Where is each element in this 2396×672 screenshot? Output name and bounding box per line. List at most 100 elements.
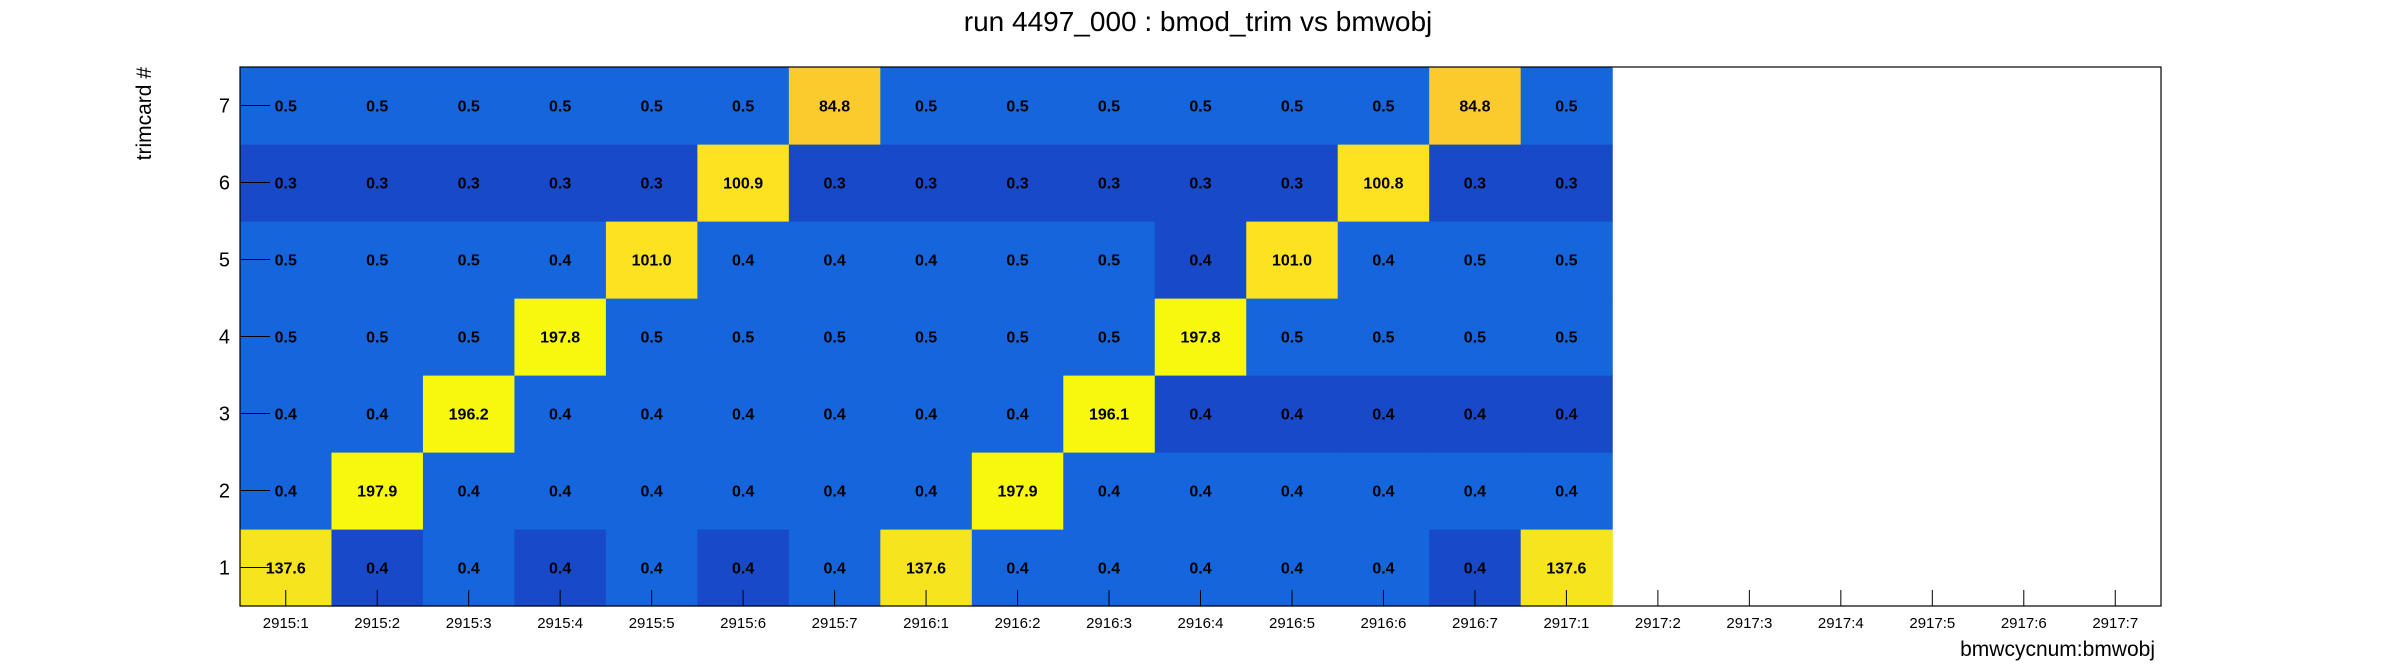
cell-value-label: 0.5 <box>1006 99 1028 116</box>
x-tick-label: 2915:2 <box>354 615 400 632</box>
cell-value-label: 0.4 <box>1555 407 1577 424</box>
y-tick-label: 1 <box>219 558 230 580</box>
heatmap-cell <box>422 375 516 453</box>
cell-value-label: 84.8 <box>819 99 850 116</box>
heatmap-cell <box>1246 144 1339 222</box>
cell-value-label: 100.8 <box>1363 176 1403 193</box>
cell-value-label: 0.4 <box>458 484 480 501</box>
heatmap-cell <box>1429 375 1522 453</box>
heatmap-cell <box>331 298 424 376</box>
heatmap-cell <box>422 144 516 222</box>
heatmap-cell <box>1337 452 1430 530</box>
cell-value-label: 0.5 <box>366 253 388 270</box>
heatmap-cell <box>605 375 698 453</box>
y-axis-ticks: 1 2 3 4 5 6 7 <box>219 96 270 580</box>
heatmap-cell <box>971 221 1064 299</box>
cell-value-label: 0.5 <box>549 99 571 116</box>
heatmap-cell <box>422 452 516 530</box>
heatmap-cell <box>788 144 881 222</box>
cell-value-label: 0.4 <box>1464 561 1486 578</box>
heatmap-cell <box>1246 67 1339 145</box>
cell-value-label: 0.4 <box>1464 484 1486 501</box>
heatmap-cell <box>1063 375 1156 453</box>
heatmap-cell <box>880 221 973 299</box>
x-axis-label: bmwcycnum:bmwobj <box>1960 638 2155 661</box>
cell-value-label: 0.5 <box>366 330 388 347</box>
heatmap-cell <box>697 67 790 145</box>
y-tick-label: 5 <box>219 250 230 272</box>
cell-value-label: 0.3 <box>1098 176 1120 193</box>
heatmap-cell <box>697 298 790 376</box>
cell-value-label: 0.5 <box>1372 330 1394 347</box>
x-tick-label: 2916:2 <box>995 615 1041 632</box>
cell-value-label: 0.3 <box>1464 176 1486 193</box>
heatmap-cell <box>1246 221 1339 299</box>
heatmap-cell <box>880 144 973 222</box>
heatmap-cell <box>1154 375 1247 453</box>
y-tick-label: 3 <box>219 404 230 426</box>
x-tick-label: 2915:5 <box>629 615 675 632</box>
heatmap-cell <box>1429 221 1522 299</box>
cell-value-label: 0.4 <box>1189 253 1211 270</box>
cell-value-label: 0.4 <box>549 253 571 270</box>
cell-value-label: 0.3 <box>1555 176 1577 193</box>
y-axis-label: trimcard # <box>133 67 156 161</box>
cell-value-label: 197.8 <box>540 330 580 347</box>
cell-value-label: 0.3 <box>641 176 663 193</box>
x-tick-label: 2915:6 <box>720 615 766 632</box>
heatmap-cell <box>1246 452 1339 530</box>
cell-value-labels: 137.6 0.4 0.4 0.4 0.4 0.4 0.4 137.6 0.4 0.4 0.4 0.4… <box>266 99 1587 578</box>
cell-value-label: 0.5 <box>1098 99 1120 116</box>
cell-value-label: 0.5 <box>915 330 937 347</box>
heatmap-cell <box>880 298 973 376</box>
heatmap-cell <box>331 67 424 145</box>
cell-value-label: 0.4 <box>732 561 754 578</box>
cell-value-label: 0.4 <box>549 484 571 501</box>
cell-value-label: 0.3 <box>1281 176 1303 193</box>
cell-value-label: 0.4 <box>1006 407 1028 424</box>
heatmap-cell <box>605 452 698 530</box>
cell-value-label: 0.5 <box>458 330 480 347</box>
heatmap-cell <box>697 375 790 453</box>
cell-value-label: 0.4 <box>275 407 297 424</box>
cell-value-label: 0.5 <box>1281 330 1303 347</box>
cell-value-label: 0.3 <box>366 176 388 193</box>
heatmap-cell <box>605 221 698 299</box>
cell-value-label: 0.5 <box>458 99 480 116</box>
heatmap-cell <box>1520 67 1613 145</box>
cell-value-label: 0.4 <box>915 253 937 270</box>
cell-value-label: 0.4 <box>915 407 937 424</box>
cell-value-label: 0.4 <box>823 253 845 270</box>
heatmap-cell <box>1520 375 1613 453</box>
heatmap-cell <box>880 452 973 530</box>
x-tick-label: 2917:4 <box>1818 615 1864 632</box>
heatmap-cell <box>1429 298 1522 376</box>
cell-value-label: 0.5 <box>458 253 480 270</box>
heatmap-cell <box>1154 221 1247 299</box>
heatmap-cell <box>1063 221 1156 299</box>
heatmap-cell <box>971 67 1064 145</box>
heatmap-cell <box>1520 298 1613 376</box>
heatmap-cell <box>514 221 607 299</box>
x-tick-label: 2917:7 <box>2092 615 2138 632</box>
heatmap-cell <box>1520 452 1613 530</box>
cell-value-label: 0.3 <box>1189 176 1211 193</box>
cell-value-label: 197.8 <box>1180 330 1220 347</box>
x-tick-label: 2917:5 <box>1909 615 1955 632</box>
heatmap-cell <box>697 144 790 222</box>
cell-value-label: 0.4 <box>1372 407 1394 424</box>
cell-value-label: 197.9 <box>998 484 1038 501</box>
x-axis-ticks: 2915:1 2915:2 2915:3 2915:4 2915:5 2915:6 2915… <box>263 590 2138 632</box>
heatmap-cell <box>514 375 607 453</box>
x-tick-label: 2916:6 <box>1361 615 1407 632</box>
x-tick-label: 2915:1 <box>263 615 309 632</box>
heatmap-cell <box>880 375 973 453</box>
heatmap-cell <box>1429 452 1522 530</box>
x-tick-label: 2917:1 <box>1543 615 1589 632</box>
heatmap-cell <box>1154 67 1247 145</box>
x-tick-label: 2917:2 <box>1635 615 1681 632</box>
cell-value-label: 0.5 <box>732 330 754 347</box>
heatmap-cell <box>1154 452 1247 530</box>
cell-value-label: 0.4 <box>823 407 845 424</box>
heatmap-cell <box>514 67 607 145</box>
